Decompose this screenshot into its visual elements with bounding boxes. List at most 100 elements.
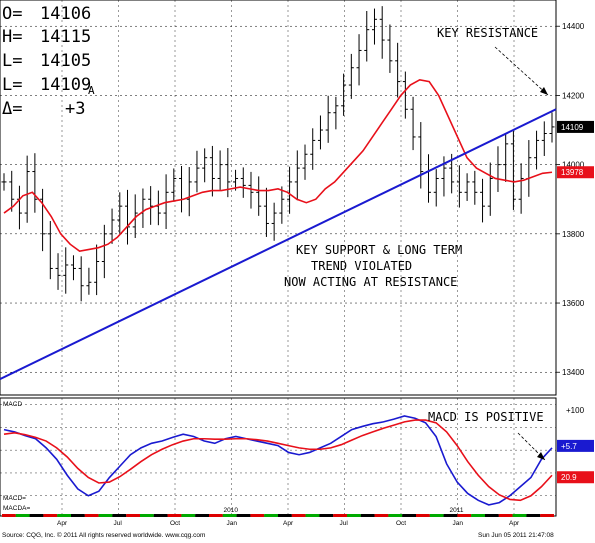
support-note-line3: NOW ACTING AT RESISTANCE [284,275,457,289]
session-strip [374,514,389,517]
macd-legend-macda: MACDA= [3,505,30,512]
session-strip [181,514,196,517]
session-strip [153,514,168,517]
low-value: 14105 [40,51,91,71]
month-label: Apr [509,520,520,527]
month-label: Apr [57,520,68,527]
session-strip [195,514,209,517]
macd-positive-note: MACD IS POSITIVE [428,410,544,424]
macda-badge: 20.9 [561,473,577,482]
session-strip [457,514,472,517]
price-bars [1,6,555,302]
last-value: 14109 [40,75,91,95]
session-strip [485,514,499,517]
quote-box: O= 14106 H= 14115 L= 14105 L= 14109 A Δ=… [2,4,95,119]
macd-tick-100: +100 [566,406,585,415]
macd-arrowhead [537,452,545,460]
session-strip [57,514,71,517]
session-strip [278,514,292,517]
session-strip [347,514,361,517]
session-strip [416,514,430,517]
open-label: O= [2,4,22,24]
resistance-arrowhead [540,87,548,95]
session-strip [526,514,541,517]
session-strip [388,514,403,517]
session-strip [236,514,251,517]
macd-legend-macd: MACD= [3,495,26,502]
change-label: Δ= [2,99,22,119]
last-label: L= [2,75,22,95]
ma-badge-bg [557,166,594,179]
year-label: 2011 [450,507,464,514]
session-strip [291,514,306,517]
session-strip [333,514,347,517]
high-value: 14115 [40,27,91,47]
month-label: Jan [453,520,464,527]
month-label: Oct [396,520,406,527]
session-strip [540,514,554,517]
session-strip [250,514,265,517]
footer-timestamp: Sun Jun 05 2011 21:47:08 [478,532,554,539]
value-badges: 14109 13978 +5.7 20.9 [557,120,594,484]
macd-badge: +5.7 [561,442,577,451]
macd-badge-bg [557,439,594,452]
session-strip [43,514,58,517]
key-resistance-note: KEY RESISTANCE [437,26,538,40]
change-value: +3 [65,99,85,119]
session-strip [112,514,127,517]
footer-source: Source: CQG, Inc. © 2011 All rights rese… [2,531,205,539]
price-tick-label: 13600 [562,299,585,308]
session-strip [264,514,278,517]
session-strip [126,514,140,517]
low-label: L= [2,51,22,71]
month-label: Oct [170,520,180,527]
session-strip [29,514,44,517]
session-strip [140,514,154,517]
year-label: 2010 [224,507,239,514]
session-strip [15,514,30,517]
session-strip [402,514,416,517]
last-price-badge-bg [557,120,594,133]
grid [0,0,556,516]
session-strip [2,514,16,517]
support-note-line1: KEY SUPPORT & LONG TERM [296,243,462,257]
session-strip [429,514,444,517]
high-label: H= [2,27,22,47]
time-axis: Apr Jul Oct Jan Apr Jul Oct Jan Apr 2010 2011 [2,507,554,527]
macd-average-line [3,419,553,502]
macda-badge-bg [557,471,594,484]
session-strip [512,514,527,517]
price-tick-label: 13400 [562,368,585,377]
open-value: 14106 [40,4,91,24]
price-axis: 13400 13600 13800 14000 14200 14400 [556,22,585,377]
ma-badge: 13978 [561,168,584,177]
session-strip [167,514,182,517]
month-label: Jul [114,520,123,527]
price-panel-frame [0,0,557,396]
macd-panel-frame [0,397,557,517]
session-strip [222,514,237,517]
price-tick-label: 14400 [562,22,585,31]
session-strip [98,514,113,517]
session-strip [209,514,223,517]
session-strip [443,514,458,517]
month-label: Jan [227,520,238,527]
last-price-badge: 14109 [561,123,584,132]
month-label: Apr [283,520,294,527]
price-tick-label: 14200 [562,91,585,100]
session-strip [71,514,85,517]
session-strip [360,514,375,517]
last-suffix: A [88,84,95,97]
session-strip [305,514,320,517]
session-strip [319,514,334,517]
support-trendline [0,108,557,381]
price-tick-label: 13800 [562,230,585,239]
session-strip [498,514,513,517]
support-note-line2: TREND VIOLATED [311,259,412,273]
session-strip [471,514,485,517]
session-strip [84,514,99,517]
macd-line [3,415,553,506]
macd-panel-title: MACD [3,401,22,408]
price-tick-label: 14000 [562,161,585,170]
